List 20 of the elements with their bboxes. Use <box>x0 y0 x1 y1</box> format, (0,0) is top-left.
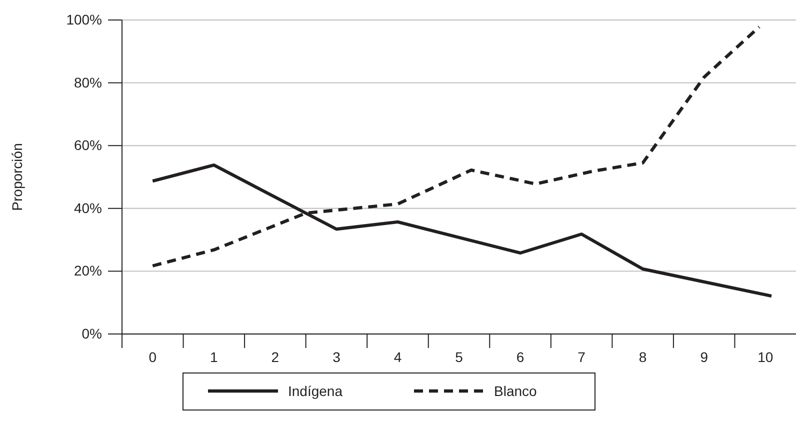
y-axis-title: Proporción <box>9 143 25 211</box>
x-tick-label: 3 <box>332 348 341 365</box>
y-tick-label: 40% <box>74 200 102 216</box>
x-tick-label: 7 <box>578 348 586 365</box>
y-tick-label: 20% <box>74 262 102 279</box>
x-tick-label: 1 <box>210 348 218 365</box>
x-tick-label: 8 <box>638 348 647 365</box>
legend-label: Indígena <box>288 383 343 399</box>
y-tick-label: 60% <box>74 137 102 154</box>
y-tick-label: 0% <box>82 325 102 342</box>
x-tick-label: 9 <box>700 348 708 365</box>
y-tick-label: 100% <box>66 11 102 28</box>
x-tick-label: 2 <box>271 348 280 365</box>
x-tick-label: 10 <box>758 348 774 365</box>
x-tick-label: 0 <box>148 348 157 365</box>
x-tick-label: 5 <box>455 348 464 365</box>
x-tick-label: 4 <box>394 348 402 365</box>
x-tick-label: 6 <box>516 348 524 365</box>
legend-label: Blanco <box>494 383 538 399</box>
y-tick-label: 80% <box>74 74 102 90</box>
